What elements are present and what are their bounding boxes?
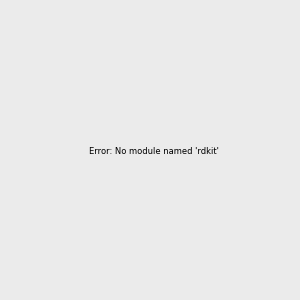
Text: Error: No module named 'rdkit': Error: No module named 'rdkit'	[89, 147, 219, 156]
